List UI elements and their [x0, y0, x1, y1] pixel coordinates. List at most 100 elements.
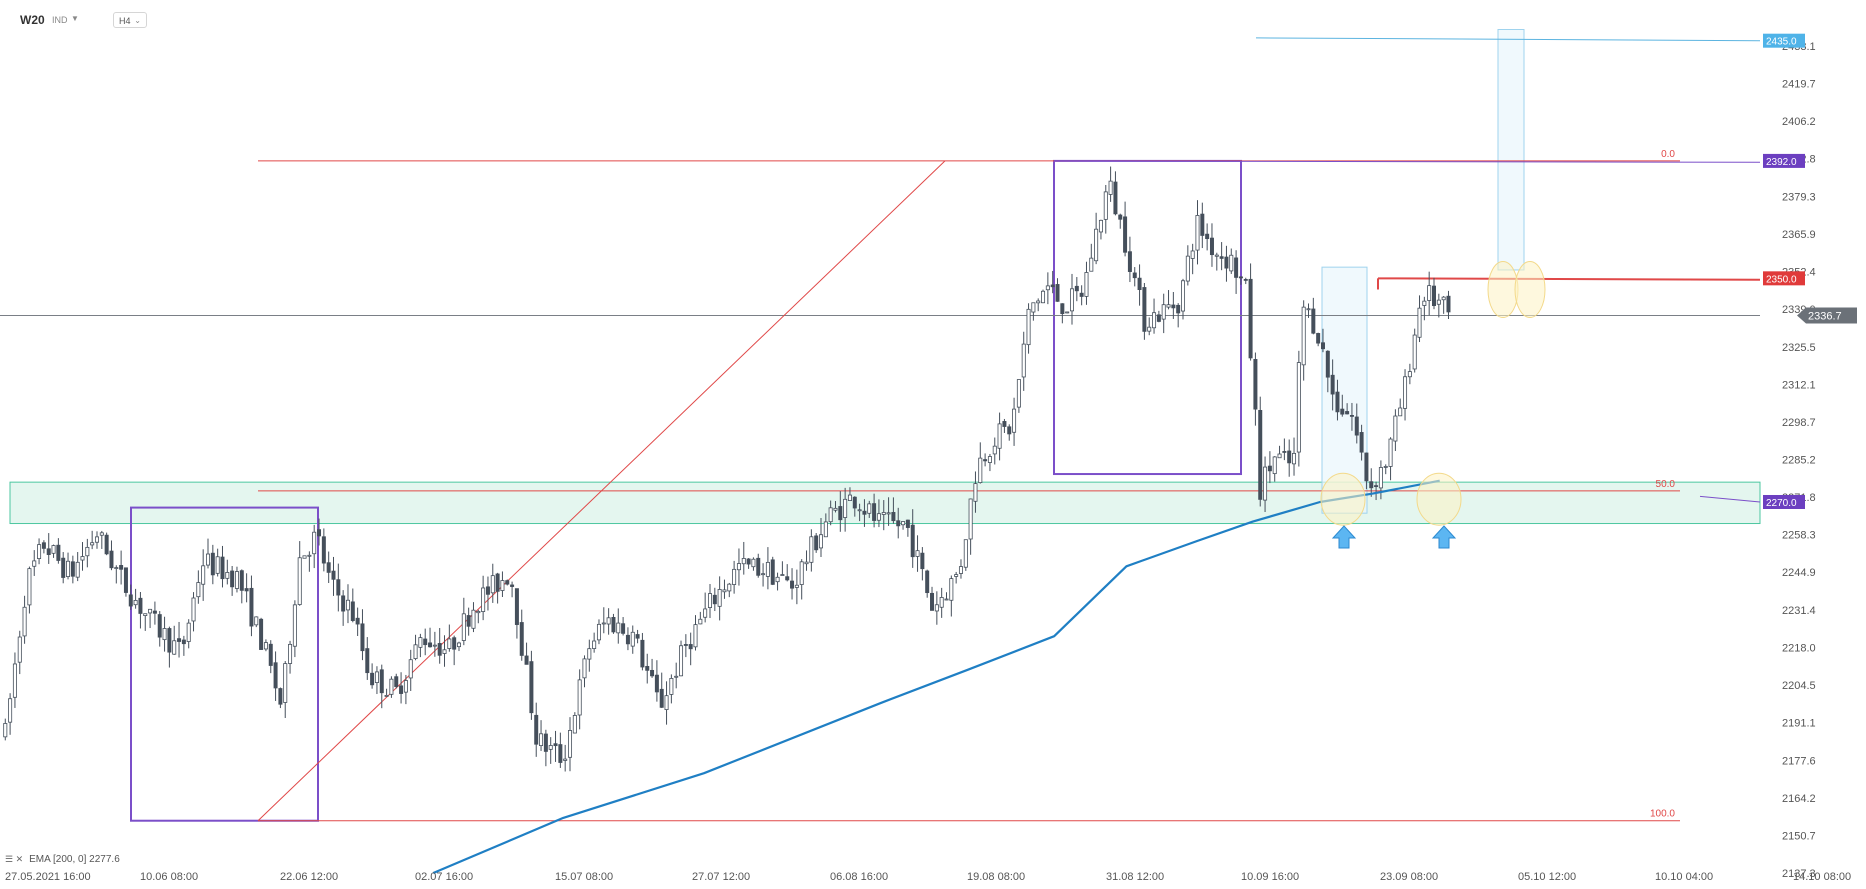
- candle-bull: [828, 507, 833, 523]
- symbol-label[interactable]: W20: [20, 13, 45, 27]
- time-axis[interactable]: 27.05.2021 16:00 10.06 08:00 22.06 12:00 02…: [5, 871, 1851, 883]
- candle-bear: [1253, 359, 1258, 410]
- candle-bull: [915, 550, 920, 557]
- timeframe-select[interactable]: H4 ⌄: [113, 12, 147, 28]
- last-price-label: 2336.7: [1808, 311, 1842, 323]
- candle-bull: [958, 566, 963, 574]
- candle-bear: [654, 674, 659, 693]
- candle-bull: [1422, 300, 1427, 306]
- candle-bull: [669, 678, 674, 695]
- highlight-ellipse: [1320, 472, 1366, 526]
- candle-bear: [230, 570, 235, 588]
- candle-bear: [365, 648, 370, 674]
- candle-bull: [389, 678, 394, 695]
- candle-bull: [1407, 371, 1412, 378]
- candle-bear: [355, 617, 360, 625]
- candle-bull: [664, 695, 669, 710]
- candle-bear: [341, 595, 346, 612]
- candle-bull: [456, 642, 461, 648]
- candle-bull: [674, 675, 679, 678]
- candle-bull: [703, 608, 708, 618]
- candle-bear: [925, 570, 930, 594]
- candle-bear: [1238, 276, 1243, 279]
- candle-bear: [1364, 452, 1369, 482]
- marker-layer: [1320, 261, 1546, 549]
- candle-bull: [978, 457, 983, 484]
- price-level-label: 2435.0: [1766, 37, 1797, 48]
- candle-bull: [1069, 288, 1074, 312]
- candle-bear: [360, 623, 365, 652]
- candle-bull: [490, 575, 495, 594]
- candle-bear: [1007, 426, 1012, 435]
- candle-bear: [278, 688, 283, 705]
- x-tick-label: 27.07 12:00: [692, 871, 750, 883]
- candle-bull: [847, 494, 852, 501]
- chart-toolbar: W20 IND ▼ H4 ⌄: [0, 0, 1866, 36]
- candle-bull: [732, 568, 737, 585]
- candle-bull: [17, 636, 22, 663]
- candle-bull: [698, 618, 703, 625]
- price-axis[interactable]: 2433.12419.72406.22392.82379.32365.92352…: [1782, 41, 1816, 880]
- candle-bull: [572, 715, 577, 734]
- candle-bear: [712, 594, 717, 605]
- candle-bear: [1325, 350, 1330, 378]
- candle-bull: [133, 600, 138, 606]
- symbol-dropdown-icon[interactable]: ▼: [71, 14, 79, 23]
- candle-bull: [51, 545, 56, 554]
- candle-bear: [331, 570, 336, 580]
- candle-bull: [471, 609, 476, 629]
- candle-bull: [751, 558, 756, 568]
- candle-bear: [785, 576, 790, 581]
- candle-bull: [901, 521, 906, 526]
- candle-bull: [3, 723, 8, 738]
- candle-bull: [263, 642, 268, 650]
- menu-icon[interactable]: ☰ ✕: [5, 854, 24, 864]
- candle-bear: [1243, 279, 1248, 281]
- candle-bear: [268, 643, 273, 666]
- candle-bull: [225, 572, 230, 579]
- candle-bull: [1398, 407, 1403, 417]
- candle-bull: [741, 558, 746, 565]
- candle-bull: [413, 644, 418, 659]
- candle-bear: [514, 588, 519, 625]
- candle-bull: [1190, 250, 1195, 259]
- y-tick-label: 2406.2: [1782, 116, 1816, 128]
- candle-bull: [761, 573, 766, 576]
- candle-bear: [495, 573, 500, 592]
- timeframe-value: H4: [119, 16, 131, 26]
- candle-bear: [1248, 278, 1253, 359]
- candle-bull: [843, 498, 848, 518]
- candle-bear: [239, 570, 244, 591]
- candle-bull: [345, 599, 350, 611]
- x-tick-label: 14.10 08:00: [1793, 871, 1851, 883]
- candle-bull: [587, 648, 592, 660]
- candle-bull: [500, 580, 505, 591]
- highlight-ellipse: [1416, 472, 1462, 526]
- candle-bear: [1123, 216, 1128, 253]
- candle-bull: [809, 536, 814, 563]
- candle-bear: [838, 506, 843, 521]
- candle-bull: [596, 623, 601, 641]
- candle-bull: [799, 561, 804, 585]
- x-tick-label: 10.09 16:00: [1241, 871, 1299, 883]
- candle-bull: [997, 423, 1002, 449]
- candle-bull: [954, 574, 959, 577]
- candle-bull: [1041, 290, 1046, 304]
- candle-bear: [1176, 304, 1181, 314]
- candle-bull: [968, 498, 973, 540]
- candle-bear: [249, 587, 254, 627]
- candle-bear: [1171, 304, 1176, 309]
- candle-bull: [1185, 255, 1190, 282]
- y-tick-label: 2285.2: [1782, 455, 1816, 467]
- candle-bull: [1306, 308, 1311, 311]
- candle-bear: [1335, 391, 1340, 413]
- candle-bear: [138, 597, 143, 614]
- x-tick-label: 23.09 08:00: [1380, 871, 1438, 883]
- candle-bear: [1142, 287, 1147, 332]
- candle-bull: [32, 560, 37, 567]
- candle-bear: [1267, 465, 1272, 472]
- indicator-legend[interactable]: ☰ ✕ EMA [200, 0] 2277.6: [5, 854, 120, 865]
- indicator-value: 2277.6: [89, 854, 120, 865]
- candle-bear: [558, 744, 563, 763]
